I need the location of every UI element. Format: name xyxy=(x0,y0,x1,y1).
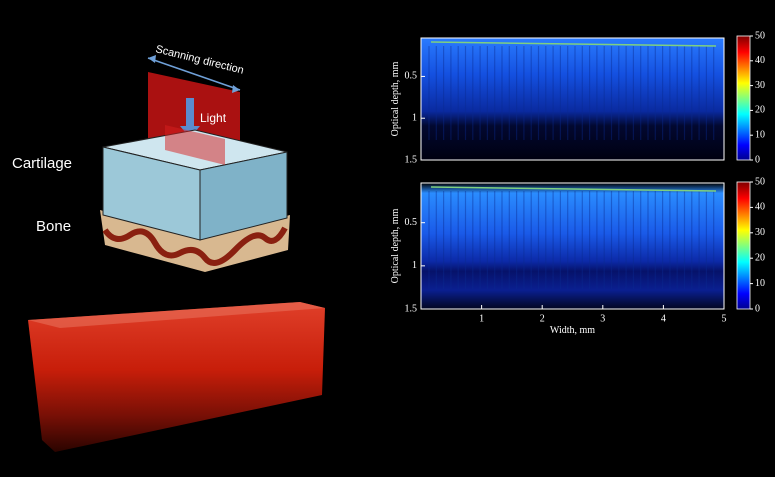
surface-line xyxy=(430,186,717,192)
scan-arrow xyxy=(147,57,241,91)
colorbar-tick-label: 20 xyxy=(755,252,765,263)
light-arrow xyxy=(186,98,194,126)
colorbar-tick-label: 20 xyxy=(755,105,765,116)
y-tick-label: 0.5 xyxy=(405,71,418,82)
arrow-head xyxy=(232,85,240,93)
surface-line xyxy=(430,41,717,47)
y-tick-label: 1 xyxy=(412,260,417,271)
colorbar-tick-label: 50 xyxy=(755,30,765,41)
colorbar-tick-label: 10 xyxy=(755,278,765,289)
scanning-label: Scanning direction xyxy=(154,43,245,77)
x-tick-label: 5 xyxy=(722,313,727,324)
colorbar-tick-label: 30 xyxy=(755,227,765,238)
colorbar xyxy=(736,35,751,161)
light-label: Light xyxy=(200,111,227,125)
colorbar-tick-label: 40 xyxy=(755,202,765,213)
bone-label: Bone xyxy=(36,218,71,235)
colorbar xyxy=(736,181,751,310)
light-in-block xyxy=(165,125,225,165)
x-tick-label: 2 xyxy=(540,313,545,324)
colorbar-tick-label: 0 xyxy=(755,154,760,165)
y-axis-label: Optical depth, mm xyxy=(390,208,401,283)
render-3d-top xyxy=(28,302,325,328)
bone-pores xyxy=(102,226,288,266)
x-tick-label: 4 xyxy=(661,313,666,324)
y-tick-label: 1.5 xyxy=(405,303,418,314)
colorbar-tick-label: 10 xyxy=(755,129,765,140)
y-axis-label: Optical depth, mm xyxy=(390,61,401,136)
y-tick-label: 1.5 xyxy=(405,154,418,165)
colorbar-tick-label: 0 xyxy=(755,303,760,314)
oct-image xyxy=(420,182,725,310)
colorbar-tick-label: 50 xyxy=(755,176,765,187)
render-3d xyxy=(28,302,325,452)
block-side xyxy=(199,151,288,241)
x-axis-label: Width, mm xyxy=(550,325,595,336)
x-tick-label: 3 xyxy=(600,313,605,324)
colorbar-tick-label: 40 xyxy=(755,55,765,66)
y-tick-label: 1 xyxy=(412,113,417,124)
colorbar-tick-label: 30 xyxy=(755,80,765,91)
y-tick-label: 0.5 xyxy=(405,217,418,228)
arrow-head xyxy=(148,55,156,63)
oct-image xyxy=(420,37,725,161)
cartilage-label: Cartilage xyxy=(12,155,72,172)
x-tick-label: 1 xyxy=(479,313,484,324)
